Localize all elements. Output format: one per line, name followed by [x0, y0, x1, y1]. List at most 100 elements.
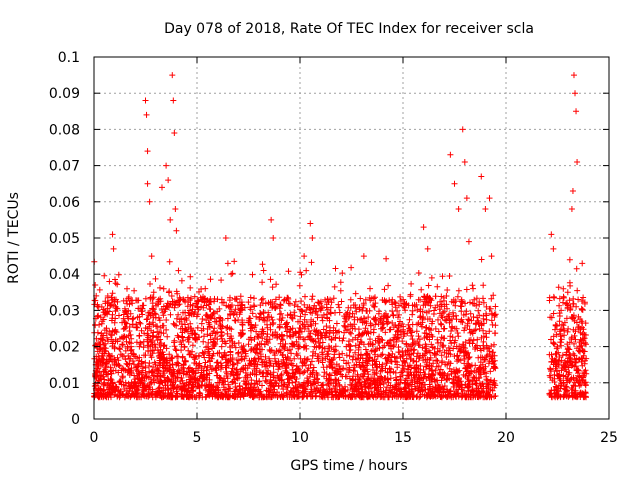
data-point	[424, 245, 431, 252]
data-point	[183, 379, 190, 386]
data-point	[214, 372, 221, 379]
data-point	[435, 339, 442, 346]
data-point	[253, 365, 260, 372]
data-point	[194, 336, 200, 343]
data-point	[179, 325, 186, 332]
chart-title: Day 078 of 2018, Rate Of TEC Index for r…	[164, 21, 534, 37]
data-point	[169, 72, 176, 79]
data-point	[560, 361, 567, 368]
data-point	[171, 130, 178, 137]
data-point	[181, 358, 188, 365]
data-point	[556, 318, 563, 325]
data-point	[170, 97, 177, 104]
data-point	[177, 296, 184, 303]
data-point	[154, 347, 161, 354]
y-tick-label: 0.01	[49, 376, 80, 392]
data-point	[288, 314, 295, 321]
data-point	[264, 336, 271, 343]
data-point	[443, 376, 450, 383]
data-point	[321, 332, 328, 339]
data-point	[463, 195, 470, 202]
data-point	[292, 368, 299, 375]
data-point	[489, 321, 496, 328]
data-point	[268, 216, 275, 223]
data-point	[367, 285, 374, 292]
data-point	[152, 314, 159, 321]
data-point	[461, 158, 468, 165]
data-point	[455, 206, 462, 213]
data-point	[224, 260, 231, 267]
data-points	[93, 72, 588, 401]
data-point	[562, 383, 569, 390]
data-point	[447, 151, 454, 158]
data-point	[148, 253, 155, 260]
data-point	[247, 325, 254, 332]
data-point	[410, 347, 417, 354]
data-point	[482, 206, 489, 213]
data-point	[451, 180, 458, 187]
data-point	[303, 267, 310, 274]
data-point	[189, 368, 196, 375]
x-tick-labels: 0 5 10 15 20 25	[90, 430, 618, 446]
x-tick-label: 20	[497, 430, 515, 446]
data-point	[340, 365, 347, 372]
data-point	[416, 376, 423, 383]
data-point	[210, 383, 217, 390]
data-point	[272, 329, 279, 336]
y-tick-label: 0	[71, 412, 80, 428]
data-point	[575, 296, 582, 303]
data-point	[109, 231, 116, 238]
data-point	[105, 350, 112, 357]
data-point	[573, 108, 580, 115]
data-point	[474, 314, 481, 321]
data-point	[143, 111, 150, 118]
data-point	[270, 235, 277, 241]
data-point	[362, 318, 369, 325]
data-point	[259, 300, 266, 307]
data-point	[282, 354, 289, 361]
data-point	[346, 347, 353, 354]
data-point	[430, 311, 437, 318]
data-point	[356, 390, 363, 397]
data-point	[150, 289, 157, 296]
data-point	[144, 180, 151, 187]
data-point	[115, 387, 122, 394]
data-point	[552, 350, 559, 357]
y-axis-label: ROTI / TECUs	[6, 192, 22, 284]
data-point	[465, 238, 472, 245]
data-point	[334, 387, 341, 394]
x-tick-label: 25	[600, 430, 618, 446]
data-point	[488, 253, 495, 260]
y-tick-label: 0.05	[49, 231, 80, 247]
y-tick-label: 0.09	[49, 86, 80, 102]
data-point	[167, 216, 174, 223]
data-point	[226, 311, 233, 318]
data-point	[128, 343, 135, 350]
data-point	[439, 358, 446, 365]
data-point	[579, 260, 586, 267]
data-point	[111, 296, 118, 303]
data-point	[558, 336, 565, 343]
data-point	[568, 206, 575, 213]
data-point	[206, 350, 213, 357]
data-point	[144, 148, 151, 155]
data-point	[315, 358, 322, 365]
data-point	[548, 231, 555, 238]
data-point	[156, 372, 163, 379]
data-point	[574, 158, 581, 165]
data-point	[379, 361, 386, 368]
data-point	[577, 343, 584, 350]
data-point	[327, 372, 334, 379]
y-tick-label: 0.07	[49, 159, 80, 175]
x-tick-label: 10	[291, 430, 309, 446]
data-point	[297, 383, 303, 390]
data-point	[301, 253, 308, 260]
data-point	[97, 372, 104, 379]
x-axis-label: GPS time / hours	[290, 458, 407, 474]
data-point	[309, 235, 316, 241]
data-point	[218, 343, 225, 350]
y-tick-label: 0.04	[49, 267, 80, 283]
data-point	[570, 72, 577, 79]
